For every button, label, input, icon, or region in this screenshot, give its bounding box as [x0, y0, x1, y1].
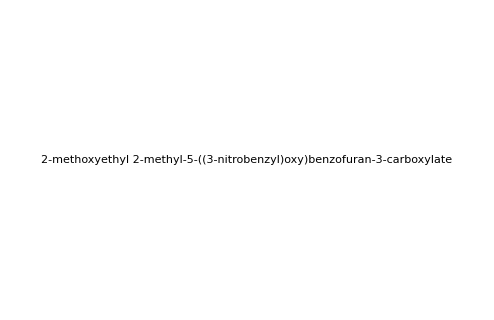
Text: 2-methoxyethyl 2-methyl-5-((3-nitrobenzyl)oxy)benzofuran-3-carboxylate: 2-methoxyethyl 2-methyl-5-((3-nitrobenzy…	[41, 155, 453, 165]
